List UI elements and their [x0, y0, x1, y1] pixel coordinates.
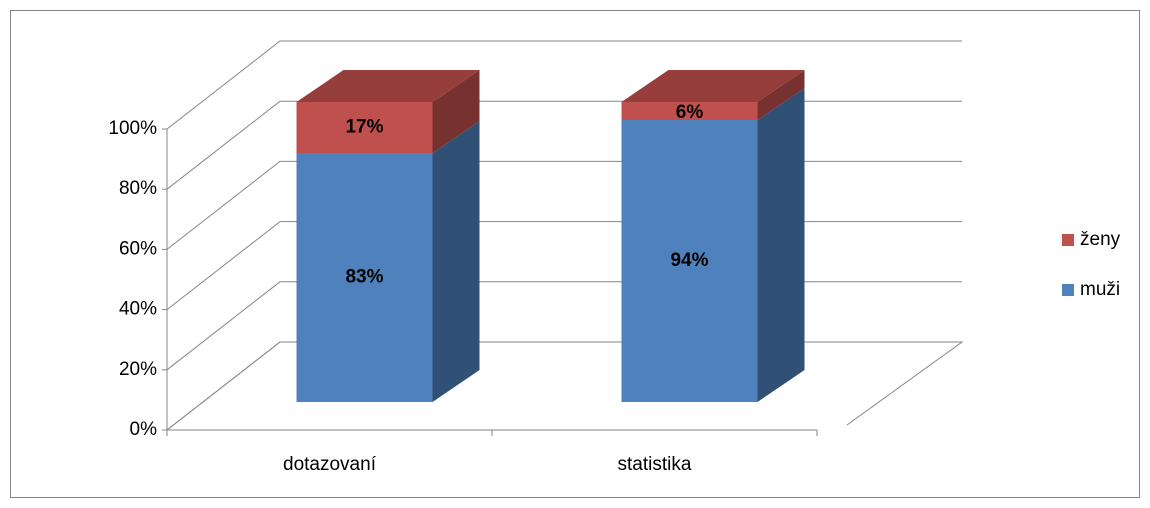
bar-top [296, 70, 480, 102]
y-tick-label: 100% [108, 118, 157, 139]
legend-label: muži [1080, 279, 1120, 300]
y-tick-label: 80% [119, 178, 157, 199]
bar-side [757, 70, 805, 120]
chart-frame [10, 10, 1140, 498]
y-tick-label: 60% [119, 238, 157, 259]
y-tick-label: 20% [119, 359, 157, 380]
value-label: 17% [345, 117, 383, 138]
legend-swatch [1062, 284, 1074, 296]
value-label: 6% [676, 102, 704, 123]
bar [296, 102, 433, 153]
bar-side [432, 70, 480, 153]
bar [621, 102, 758, 120]
bar-side [757, 88, 805, 402]
value-label: 83% [345, 267, 383, 288]
bar [296, 153, 433, 402]
x-tick-label: dotazovaní [283, 454, 377, 475]
x-tick-label: statistika [618, 454, 692, 475]
value-label: 94% [670, 250, 708, 271]
y-tick-label: 40% [119, 299, 157, 320]
y-tick-label: 0% [130, 419, 158, 440]
grid-line [166, 40, 962, 130]
legend-swatch [1062, 234, 1074, 246]
bar-top [621, 70, 805, 102]
legend-label: ženy [1080, 229, 1121, 250]
bar-side [432, 121, 480, 402]
bar [621, 120, 758, 402]
